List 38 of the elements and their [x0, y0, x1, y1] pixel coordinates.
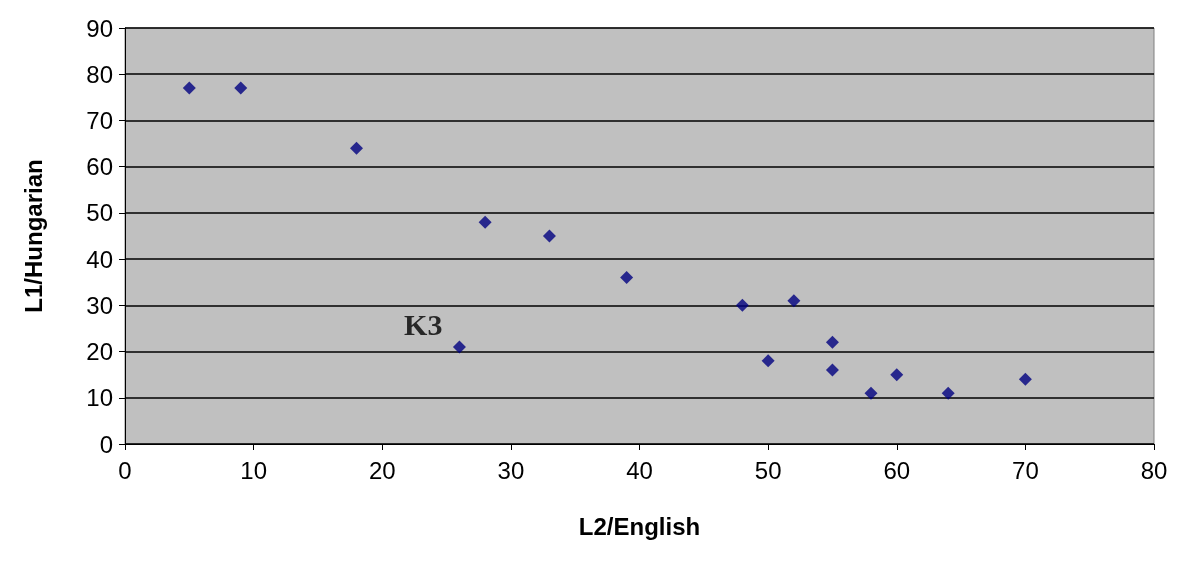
- x-tick-label: 40: [626, 456, 653, 484]
- x-tick-label: 20: [368, 456, 396, 484]
- y-tick-label: 30: [86, 291, 113, 319]
- x-tick-label: 70: [1012, 456, 1039, 484]
- point: [478, 215, 492, 229]
- point: [542, 229, 556, 243]
- point: [620, 271, 634, 285]
- x-tick-label: 0: [118, 456, 132, 484]
- x-tick-label: 10: [240, 456, 267, 484]
- point: [864, 386, 878, 400]
- point: [735, 298, 749, 312]
- y-axis-title: L1/Hungarian: [19, 159, 47, 313]
- point: [234, 81, 248, 95]
- x-tick-label: 30: [497, 456, 525, 484]
- y-tick-label: 70: [86, 106, 113, 134]
- x-tick-label: 80: [1140, 456, 1168, 484]
- point: [787, 294, 801, 308]
- point: [761, 354, 775, 368]
- point: [1018, 372, 1032, 386]
- y-tick-label: 80: [86, 60, 113, 88]
- y-tick-label: 20: [86, 338, 113, 366]
- y-tick-label: 10: [86, 384, 113, 412]
- y-tick-label: 0: [99, 430, 113, 458]
- y-tick-label: 40: [86, 245, 113, 273]
- point: [452, 340, 466, 354]
- point: [350, 141, 364, 155]
- x-tick-label: 50: [754, 456, 782, 484]
- y-tick-label: 90: [86, 14, 113, 42]
- x-tick-label: 60: [883, 456, 911, 484]
- annotation: K3: [404, 308, 443, 342]
- x-axis-title: L2/English: [578, 512, 701, 540]
- y-tick-label: 60: [86, 153, 113, 181]
- y-tick-label: 50: [86, 199, 113, 227]
- point: [941, 386, 955, 400]
- point: [825, 363, 839, 377]
- point: [182, 81, 196, 95]
- point: [825, 335, 839, 349]
- point: [890, 368, 904, 382]
